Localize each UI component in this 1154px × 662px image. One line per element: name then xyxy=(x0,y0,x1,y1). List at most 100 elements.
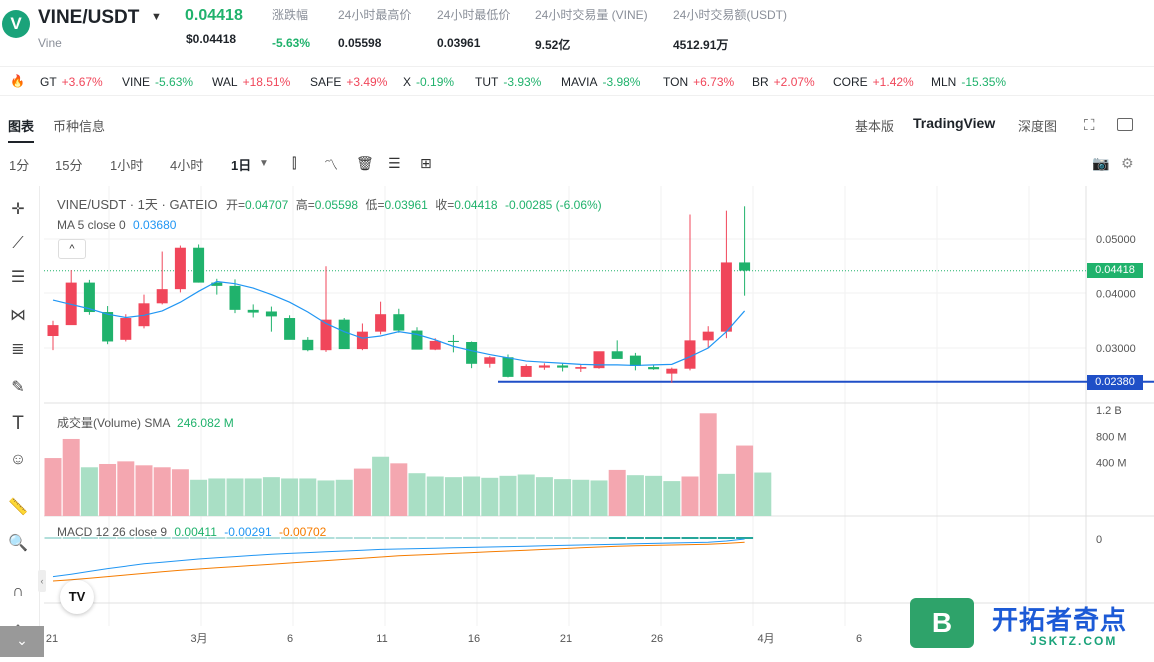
interval-1d[interactable]: 1日 xyxy=(231,158,252,173)
x-tick-label: 3月 xyxy=(190,633,207,645)
macd-histogram-bar xyxy=(408,537,426,539)
list-icon[interactable]: ☰ xyxy=(388,155,401,171)
ticker-item[interactable]: VINE -5.63% xyxy=(122,75,193,89)
ruler-icon[interactable]: 📏 xyxy=(8,499,28,516)
text-icon[interactable]: T xyxy=(12,413,24,434)
candle-body xyxy=(83,282,95,313)
ticker-item[interactable]: BR +2.07% xyxy=(752,75,815,89)
candle-body xyxy=(648,367,660,370)
ticker-change: +1.42% xyxy=(872,75,914,89)
volume-bar xyxy=(190,479,208,516)
candle-body xyxy=(393,314,405,331)
zoom-icon[interactable]: 🔍 xyxy=(8,535,28,552)
camera-icon[interactable]: 📷 xyxy=(1092,155,1110,171)
interval-15m[interactable]: 15分 xyxy=(55,158,83,173)
macd-histogram-bar xyxy=(335,537,353,539)
x-tick-label: 6 xyxy=(287,633,293,645)
ticker-item[interactable]: MLN -15.35% xyxy=(931,75,1006,89)
volume-bar xyxy=(626,475,644,516)
candle-body xyxy=(47,325,59,337)
collapse-toolbar-button[interactable]: ⌄ xyxy=(0,626,44,657)
crosshair-icon[interactable]: ✛ xyxy=(11,201,25,218)
collapse-legend-button[interactable]: ^ xyxy=(58,239,86,259)
ticker-item[interactable]: X -0.19% xyxy=(403,75,454,89)
candle-body xyxy=(502,357,514,377)
tab-tradingview[interactable]: TradingView xyxy=(913,115,996,131)
volume-bar xyxy=(99,463,117,516)
ticker-item[interactable]: MAVIA -3.98% xyxy=(561,75,640,89)
gear-icon[interactable]: ⚙ xyxy=(1121,155,1134,171)
tab-coin-info[interactable]: 币种信息 xyxy=(53,119,106,134)
fib-icon[interactable]: ≣ xyxy=(11,341,25,358)
pair-selector[interactable]: VINE/USDT xyxy=(38,7,140,28)
volume-bar xyxy=(590,480,608,516)
emoji-icon[interactable]: ☺ xyxy=(9,451,27,468)
trash-icon[interactable]: 🗑 xyxy=(356,155,374,171)
ticker-change: +3.67% xyxy=(61,75,103,89)
coin-name: Vine xyxy=(38,36,62,50)
ticker-symbol: MAVIA xyxy=(561,75,598,89)
macd-histogram-bar xyxy=(626,537,644,539)
candle-body xyxy=(447,340,459,343)
candlestick-chart[interactable]: 0.05000 0.04000 0.03000 1.2 B 800 M 400 M 0 21 3… xyxy=(44,186,1154,657)
horizontal-lines-icon[interactable]: ☰ xyxy=(10,269,26,286)
chevron-left-icon[interactable]: ‹ xyxy=(38,570,46,592)
interval-1h[interactable]: 1小时 xyxy=(110,158,144,173)
candle-body xyxy=(229,285,241,310)
volume-bar xyxy=(517,474,535,516)
last-price-usd: $0.04418 xyxy=(186,32,237,46)
ticker-item[interactable]: GT +3.67% xyxy=(40,75,103,89)
tab-depth[interactable]: 深度图 xyxy=(1018,119,1058,134)
ticker-change: -3.98% xyxy=(602,75,641,89)
brush-icon[interactable]: ✎ xyxy=(11,379,25,396)
pattern-icon[interactable]: ⋈ xyxy=(10,307,26,324)
x-tick-label: 6 xyxy=(856,633,862,645)
macd-histogram-bar xyxy=(481,537,499,539)
tab-chart[interactable]: 图表 xyxy=(8,116,35,143)
volume-bar xyxy=(171,469,189,516)
window-icon[interactable] xyxy=(1117,118,1133,131)
volume-bar xyxy=(681,476,699,516)
volume-bar xyxy=(408,473,426,516)
trendline-icon[interactable]: ⟋ xyxy=(12,235,24,252)
volume-tick-label: 800 M xyxy=(1096,431,1127,443)
candle-type-icon[interactable]: ⫿ xyxy=(292,155,297,171)
volume-bar xyxy=(281,478,299,516)
fire-icon: 🔥 xyxy=(10,74,25,88)
ticker-item[interactable]: CORE +1.42% xyxy=(833,75,914,89)
ticker-change: -0.19% xyxy=(416,75,455,89)
macd-histogram-bar xyxy=(426,537,444,539)
ticker-change: +6.73% xyxy=(693,75,735,89)
macd-signal-line xyxy=(52,541,745,582)
ticker-item[interactable]: TUT -3.93% xyxy=(475,75,541,89)
macd-histogram-bar xyxy=(499,537,517,539)
indicators-icon[interactable]: 〽 xyxy=(324,157,338,173)
stat-high: 24小时最高价 0.05598 xyxy=(338,8,412,50)
volume-bar xyxy=(444,477,462,516)
magnet-icon[interactable]: ∩ xyxy=(12,583,24,600)
macd-histogram-bar xyxy=(44,537,62,539)
ticker-item[interactable]: TON +6.73% xyxy=(663,75,734,89)
watermark-badge: B xyxy=(910,598,974,648)
chevron-down-icon[interactable]: ▼ xyxy=(151,11,162,23)
volume-bar xyxy=(645,475,663,516)
macd-histogram-bar xyxy=(262,537,280,539)
interval-1m[interactable]: 1分 xyxy=(9,158,30,173)
ticker-item[interactable]: WAL +18.51% xyxy=(212,75,290,89)
macd-histogram-bar xyxy=(390,537,408,539)
interval-4h[interactable]: 4小时 xyxy=(170,158,204,173)
ticker-change: -5.63% xyxy=(155,75,194,89)
grid-icon[interactable]: ⊞ xyxy=(420,155,432,171)
macd-histogram-bar xyxy=(135,537,153,539)
ticker-item[interactable]: SAFE +3.49% xyxy=(310,75,387,89)
fullscreen-icon[interactable]: ⛶ xyxy=(1084,117,1095,134)
tradingview-logo[interactable]: TV xyxy=(60,580,94,614)
tab-basic[interactable]: 基本版 xyxy=(855,119,895,134)
chevron-down-icon[interactable]: ▼ xyxy=(259,158,269,169)
last-price: 0.04418 xyxy=(185,7,243,24)
candle-body xyxy=(375,314,387,332)
chart-tabs: 图表 币种信息 基本版 TradingView 深度图 ⛶ xyxy=(0,110,1154,144)
macd-histogram-bar xyxy=(572,537,590,539)
volume-bar xyxy=(699,413,717,516)
chart-area[interactable]: 0.05000 0.04000 0.03000 1.2 B 800 M 400 M 0 21 3… xyxy=(44,186,1154,657)
